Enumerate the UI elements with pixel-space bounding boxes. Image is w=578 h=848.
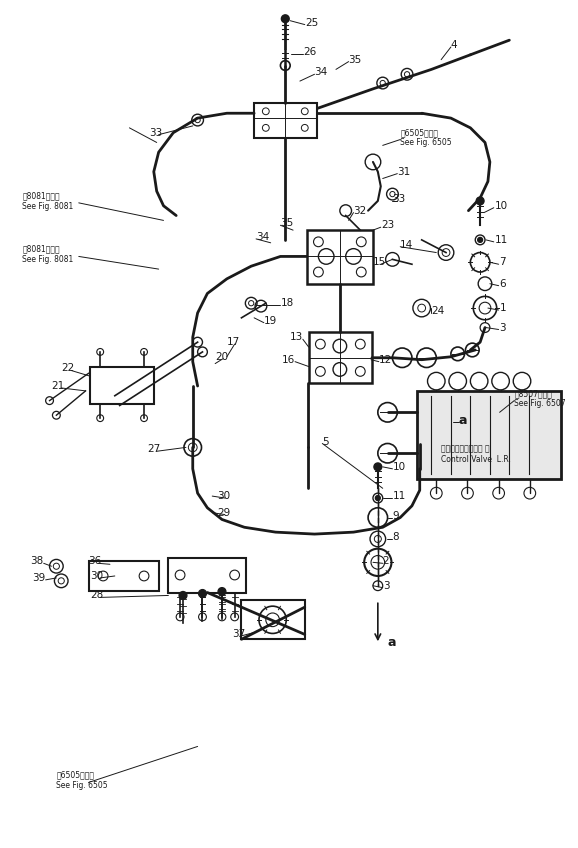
Text: 16: 16 (282, 354, 295, 365)
Circle shape (476, 197, 484, 205)
Text: 11: 11 (495, 235, 508, 245)
Text: 17: 17 (227, 338, 240, 347)
Text: 18: 18 (280, 298, 294, 308)
Text: 28: 28 (90, 590, 103, 600)
Circle shape (281, 15, 289, 23)
Bar (88, 561, 158, 590)
Circle shape (199, 589, 206, 597)
Text: 10: 10 (495, 201, 508, 211)
Text: 32: 32 (354, 206, 366, 215)
Text: 31: 31 (397, 167, 410, 176)
Circle shape (179, 592, 187, 600)
Text: 2: 2 (383, 556, 390, 566)
Text: 1: 1 (499, 303, 506, 313)
Text: 34: 34 (314, 67, 328, 77)
Text: 第8507図参照
See Fig. 6507: 第8507図参照 See Fig. 6507 (514, 389, 566, 409)
Bar (242, 600, 305, 639)
Text: 9: 9 (392, 510, 399, 521)
Text: 8: 8 (392, 532, 399, 542)
Text: 34: 34 (256, 232, 269, 242)
Text: 36: 36 (88, 556, 102, 566)
Text: 第6505図参照
See Fig. 6505: 第6505図参照 See Fig. 6505 (400, 128, 452, 148)
Text: a: a (459, 414, 467, 427)
Text: 7: 7 (499, 257, 506, 267)
Text: 10: 10 (392, 462, 406, 471)
Circle shape (374, 463, 381, 471)
Text: 25: 25 (305, 18, 318, 28)
Circle shape (477, 237, 483, 243)
Text: 33: 33 (392, 194, 406, 204)
Text: 15: 15 (373, 257, 386, 267)
Text: 35: 35 (349, 54, 362, 64)
Text: 3: 3 (383, 581, 390, 591)
Circle shape (218, 588, 226, 595)
Bar (168, 559, 246, 593)
Text: 21: 21 (51, 381, 65, 391)
Text: 19: 19 (264, 315, 277, 326)
Bar (254, 103, 317, 137)
Text: 37: 37 (232, 629, 245, 639)
Text: 5: 5 (323, 437, 329, 447)
Text: 11: 11 (392, 491, 406, 501)
Text: 26: 26 (303, 47, 316, 57)
Text: 13: 13 (290, 332, 303, 343)
Text: 33: 33 (149, 128, 162, 137)
Text: 30: 30 (217, 491, 230, 501)
Circle shape (375, 495, 380, 500)
Text: 27: 27 (147, 444, 160, 455)
Text: 22: 22 (61, 364, 75, 373)
Text: 4: 4 (451, 40, 458, 50)
Text: 第6505図参照
See Fig. 6505: 第6505図参照 See Fig. 6505 (57, 771, 108, 790)
Text: 第8081図参照
See Fig. 8081: 第8081図参照 See Fig. 8081 (23, 245, 73, 265)
Text: 14: 14 (400, 240, 413, 250)
Text: 6: 6 (499, 279, 506, 288)
Text: Control Valve  L.R.: Control Valve L.R. (441, 455, 511, 464)
Bar (307, 230, 373, 284)
Text: 30: 30 (90, 571, 103, 581)
Bar (417, 391, 561, 478)
Bar (309, 332, 372, 383)
Text: 12: 12 (379, 354, 392, 365)
Text: 38: 38 (30, 556, 43, 566)
Text: コントロールバルブ 左: コントロールバルブ 左 (441, 445, 490, 454)
Text: 20: 20 (215, 352, 228, 362)
Text: 第8081図参照
See Fig. 8081: 第8081図参照 See Fig. 8081 (23, 191, 73, 210)
Text: 29: 29 (217, 508, 231, 517)
Text: 3: 3 (499, 322, 506, 332)
Text: 24: 24 (431, 306, 444, 316)
Bar (90, 366, 154, 404)
Text: 23: 23 (381, 220, 394, 231)
Text: 35: 35 (280, 218, 294, 228)
Text: 39: 39 (32, 573, 45, 583)
Text: a: a (388, 636, 396, 649)
